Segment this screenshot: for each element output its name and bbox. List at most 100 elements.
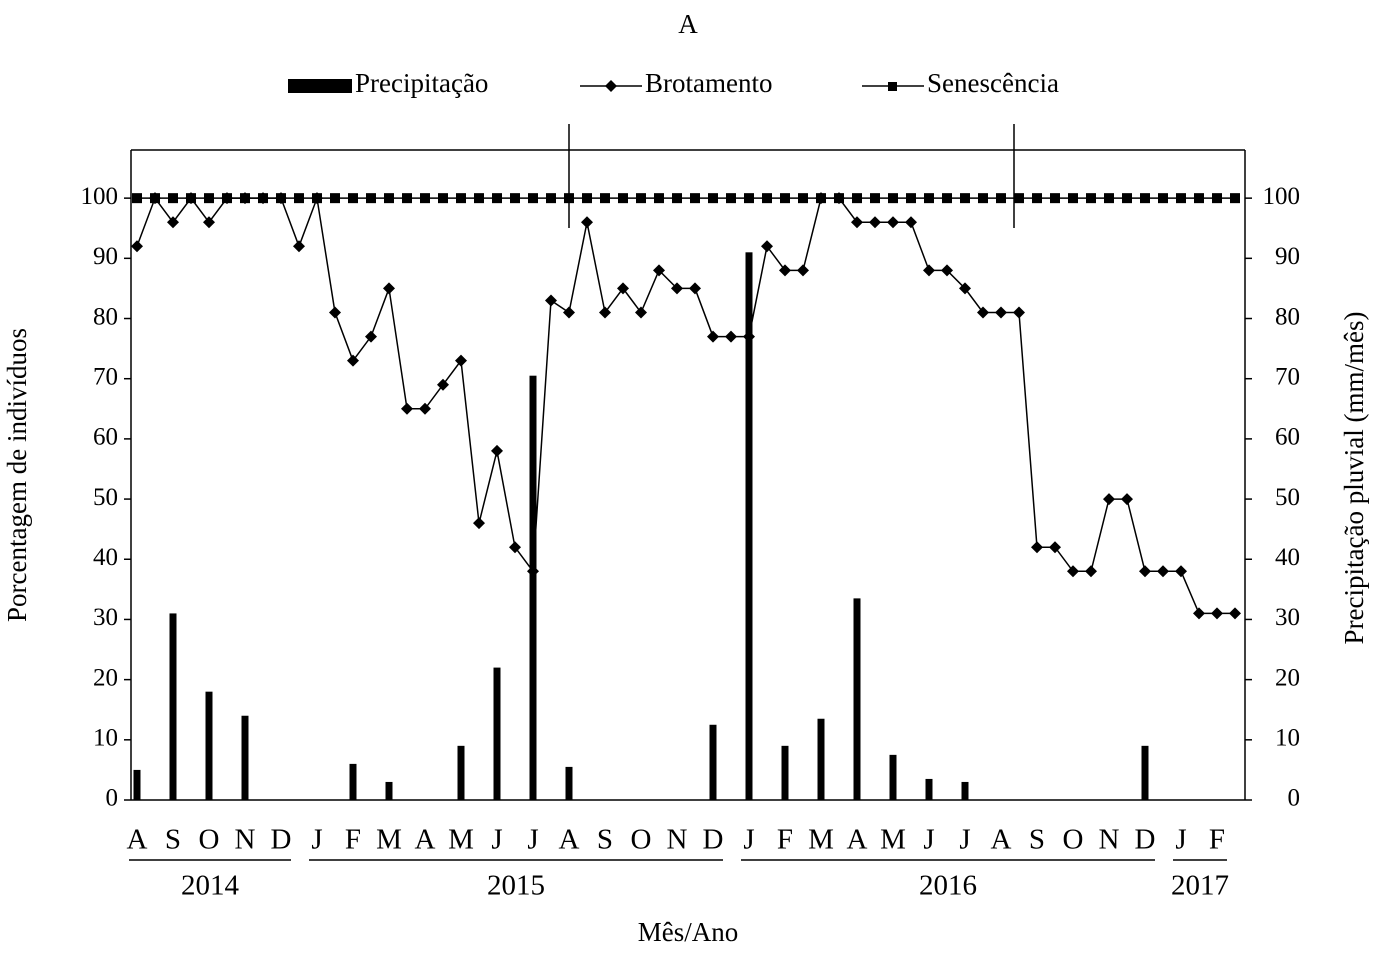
y2-tick-label: 100: [1263, 183, 1301, 210]
year-label: 2016: [919, 870, 977, 902]
bar: [349, 763, 357, 800]
marker: [1049, 541, 1061, 554]
x-tick-label: M: [808, 824, 834, 856]
marker: [563, 306, 575, 319]
marker: [1121, 493, 1133, 506]
x-tick-label: N: [667, 824, 688, 856]
marker: [528, 193, 538, 204]
year-label: 2017: [1171, 870, 1229, 902]
marker: [294, 193, 304, 204]
marker: [150, 193, 160, 204]
x-tick-label: M: [448, 824, 474, 856]
y-axis-title: Porcentagem de indivíduos: [2, 328, 32, 622]
marker: [167, 216, 179, 229]
y2-tick-label: 20: [1275, 664, 1300, 691]
marker: [834, 193, 844, 204]
marker: [456, 193, 466, 204]
y2-tick-label: 10: [1275, 725, 1300, 752]
bar: [817, 718, 825, 800]
marker: [438, 193, 448, 204]
marker: [1104, 193, 1114, 204]
bar: [1141, 745, 1149, 800]
marker: [959, 282, 971, 295]
bar: [169, 613, 177, 800]
marker: [384, 193, 394, 204]
marker: [1067, 565, 1079, 578]
marker: [708, 193, 718, 204]
x-tick-label: F: [777, 824, 793, 856]
marker: [941, 264, 953, 277]
x-tick-label: J: [491, 824, 502, 856]
marker: [1086, 193, 1096, 204]
x-tick-label: A: [559, 824, 580, 856]
marker: [1211, 607, 1223, 620]
marker: [618, 193, 628, 204]
marker: [258, 193, 268, 204]
y2-tick-label: 60: [1275, 424, 1300, 451]
marker: [1194, 193, 1204, 204]
marker: [690, 193, 700, 204]
y-tick-label: 20: [93, 664, 118, 691]
marker: [402, 193, 412, 204]
legend-label: Senescência: [927, 68, 1059, 98]
marker: [276, 193, 286, 204]
x-tick-label: A: [847, 824, 868, 856]
marker: [1031, 541, 1043, 554]
marker: [977, 306, 989, 319]
bar: [385, 781, 393, 800]
x-tick-label: D: [271, 824, 292, 856]
marker: [582, 193, 592, 204]
marker: [240, 193, 250, 204]
marker: [905, 216, 917, 229]
marker: [131, 240, 143, 253]
marker: [1139, 565, 1151, 578]
x-tick-label: S: [1029, 824, 1045, 856]
y2-tick-label: 80: [1275, 303, 1300, 330]
marker: [707, 330, 719, 343]
marker: [744, 193, 754, 204]
marker: [725, 330, 737, 343]
marker: [366, 193, 376, 204]
y-tick-label: 50: [93, 484, 118, 511]
x-tick-label: S: [597, 824, 613, 856]
marker: [600, 193, 610, 204]
marker: [1085, 565, 1097, 578]
marker: [851, 216, 863, 229]
y2-tick-label: 90: [1275, 243, 1300, 270]
marker: [995, 306, 1007, 319]
marker: [293, 240, 305, 253]
y-tick-label: 90: [93, 243, 118, 270]
legend-swatch: [605, 80, 617, 92]
year-label: 2014: [181, 870, 240, 902]
bar: [133, 769, 141, 800]
marker: [1140, 193, 1150, 204]
x-tick-label: A: [127, 824, 148, 856]
y-tick-label: 100: [81, 183, 119, 210]
bar: [205, 691, 213, 800]
y2-tick-label: 0: [1288, 785, 1301, 812]
marker: [726, 193, 736, 204]
y2-tick-label: 30: [1275, 604, 1300, 631]
bar: [745, 252, 753, 800]
bar: [457, 745, 465, 800]
y-tick-label: 30: [93, 604, 118, 631]
marker: [330, 193, 340, 204]
y-tick-label: 0: [106, 785, 119, 812]
legend-swatch: [888, 82, 897, 91]
marker: [869, 216, 881, 229]
x-tick-label: O: [1063, 824, 1084, 856]
bar: [925, 778, 933, 800]
bar: [493, 667, 501, 800]
marker: [671, 282, 683, 295]
marker: [401, 402, 413, 415]
x-tick-label: N: [235, 824, 256, 856]
x-tick-label: D: [1135, 824, 1156, 856]
marker: [672, 193, 682, 204]
marker: [636, 193, 646, 204]
marker: [347, 354, 359, 367]
marker: [653, 264, 665, 277]
marker: [492, 193, 502, 204]
marker: [942, 193, 952, 204]
marker: [923, 264, 935, 277]
